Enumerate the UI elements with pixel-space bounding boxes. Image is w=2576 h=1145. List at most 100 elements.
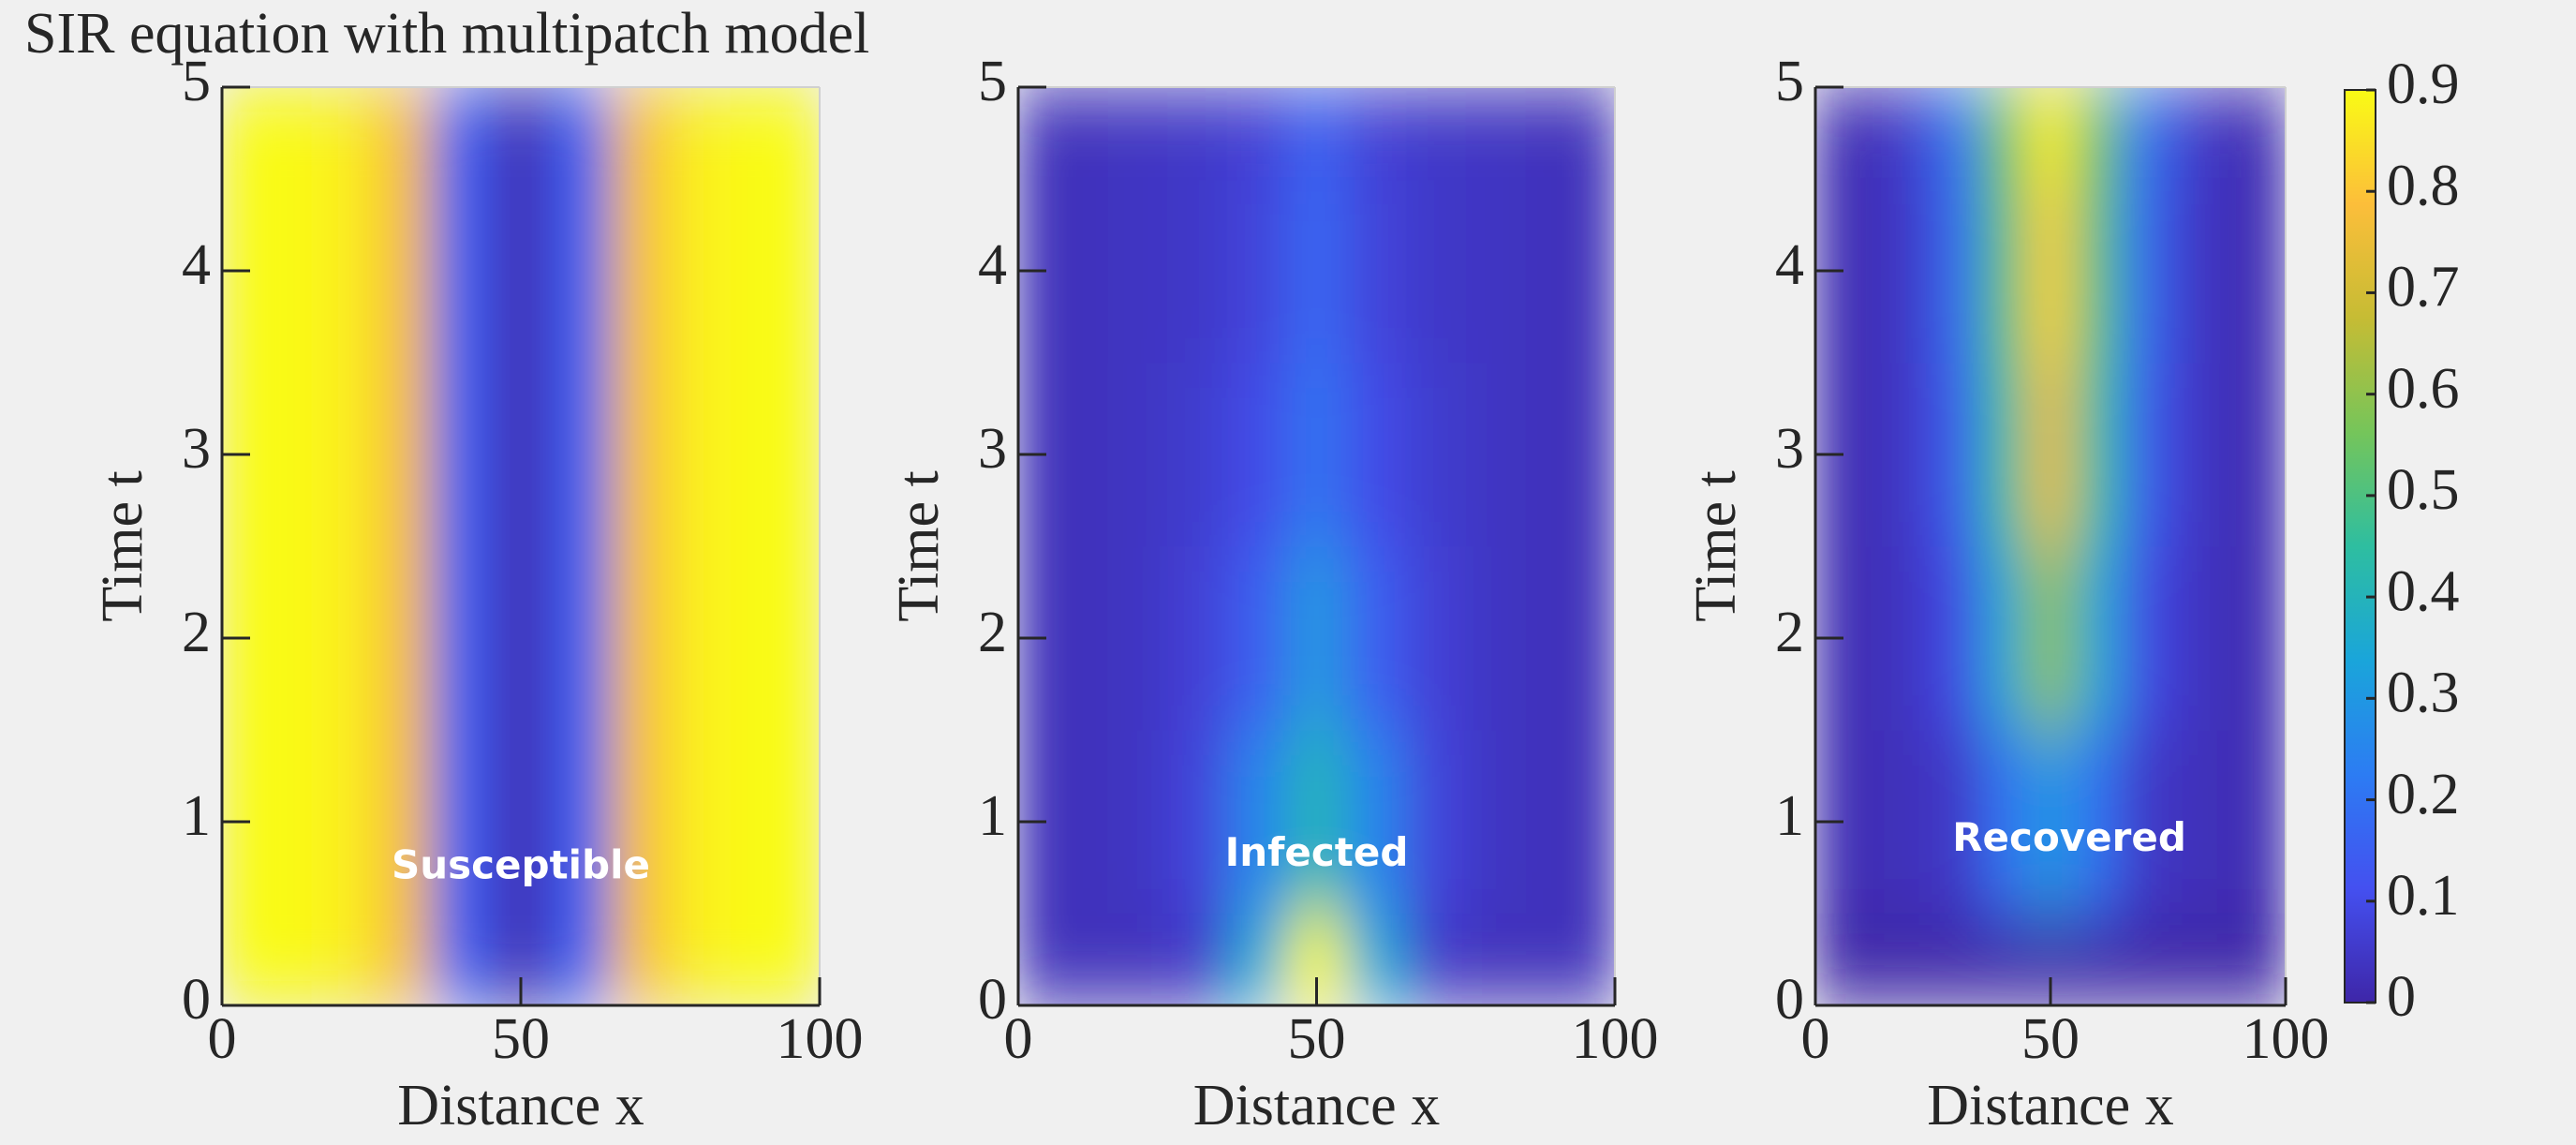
heat-cell [1525, 87, 1586, 180]
x-tick-label: 100 [1572, 1007, 1659, 1071]
heat-cell [1346, 546, 1407, 731]
heat-cell [1226, 87, 1288, 180]
heat-cell [670, 730, 731, 915]
y-axis-label: Time t [887, 470, 951, 621]
y-tick-label: 3 [182, 417, 211, 481]
heat-cell [1286, 730, 1347, 915]
colorbar-tick-label: 0.8 [2387, 154, 2460, 217]
heat-cell [1886, 87, 1933, 180]
y-tick-label: 2 [978, 601, 1007, 664]
x-tick-label: 100 [2243, 1007, 2330, 1071]
heat-cell [1047, 363, 1109, 547]
heat-cell [1167, 546, 1228, 731]
heat-cell [431, 363, 492, 547]
heat-cell [730, 363, 791, 547]
y-tick-label: 0 [1775, 968, 1804, 1032]
heat-cell [1839, 87, 1887, 180]
y-tick-label: 2 [182, 601, 211, 664]
heat-cell [1018, 87, 1049, 180]
heat-cell [2074, 363, 2122, 547]
heat-cell [1346, 87, 1407, 180]
heat-cell [371, 546, 432, 731]
heat-cell [1886, 546, 1933, 731]
heat-cell [790, 179, 821, 364]
heat-cell [491, 730, 552, 915]
heat-cell [790, 363, 821, 547]
x-axis-label: Distance x [1927, 1074, 2173, 1138]
heat-cell [550, 87, 612, 180]
heat-cell [371, 179, 432, 364]
y-tick-label: 0 [182, 968, 211, 1032]
heat-cell [670, 363, 731, 547]
annotation: Recovered [1952, 814, 2186, 860]
x-tick-label: 0 [1801, 1007, 1830, 1071]
heat-cell [1107, 87, 1168, 180]
heat-cell [2261, 730, 2287, 915]
annotation: Susceptible [392, 842, 650, 888]
heat-cell [2214, 914, 2263, 1006]
heat-cell [491, 546, 552, 731]
heat-cell [311, 363, 372, 547]
heat-cell [2261, 363, 2287, 547]
heat-cell [1465, 87, 1526, 180]
heat-cell [1979, 179, 2028, 364]
heat-cell [1932, 914, 1981, 1006]
heat-cell [2214, 730, 2263, 915]
heat-cell [1406, 87, 1467, 180]
heat-cell [1226, 363, 1288, 547]
heat-cell [1226, 914, 1288, 1006]
y-tick-label: 2 [1775, 601, 1804, 664]
heat-cell [1525, 363, 1586, 547]
heat-cell [1979, 363, 2028, 547]
y-tick-label: 3 [1775, 417, 1804, 481]
heat-cell [431, 546, 492, 731]
colorbar-tick-label: 0.5 [2387, 458, 2460, 522]
heatmap [222, 87, 821, 1006]
heat-cell [1465, 546, 1526, 731]
heat-cell [491, 179, 552, 364]
x-tick-label: 50 [2021, 1007, 2080, 1071]
heat-cell [1932, 546, 1981, 731]
x-tick-label: 100 [777, 1007, 864, 1071]
heat-cell [2121, 179, 2169, 364]
colorbar-tick-label: 0.3 [2387, 662, 2460, 725]
heat-cell [730, 914, 791, 1006]
heat-cell [1839, 363, 1887, 547]
heat-cell [311, 546, 372, 731]
heat-cell [1286, 179, 1347, 364]
heat-cell [1107, 730, 1168, 915]
colorbar-tick-label: 0.9 [2387, 52, 2460, 116]
heat-cell [1018, 914, 1049, 1006]
heat-cell [2214, 546, 2263, 731]
heat-cell [2168, 87, 2216, 180]
heat-cell [371, 363, 432, 547]
heat-cell [1585, 546, 1616, 731]
heat-cell [1226, 546, 1288, 731]
heat-cell [1346, 179, 1407, 364]
heat-cell [2121, 363, 2169, 547]
heat-cell [2261, 87, 2287, 180]
heat-cell [2074, 914, 2122, 1006]
heat-cell [1286, 546, 1347, 731]
heat-cell [1107, 363, 1168, 547]
heat-cell [670, 546, 731, 731]
heat-cell [371, 730, 432, 915]
heat-cell [730, 730, 791, 915]
x-axis-label: Distance x [1193, 1074, 1440, 1138]
y-tick-label: 3 [978, 417, 1007, 481]
heat-cell [1226, 179, 1288, 364]
y-tick-label: 5 [182, 50, 211, 113]
y-tick-label: 4 [1775, 233, 1804, 297]
heat-cell [2168, 179, 2216, 364]
heat-cell [371, 87, 432, 180]
heat-cell [2214, 363, 2263, 547]
y-tick-label: 5 [1775, 50, 1804, 113]
heat-cell [1815, 914, 1840, 1006]
x-tick-label: 0 [208, 1007, 237, 1071]
heat-cell [1979, 546, 2028, 731]
heat-cell [730, 546, 791, 731]
colorbar [2344, 89, 2376, 1004]
heat-cell [670, 914, 731, 1006]
heat-cell [251, 546, 313, 731]
